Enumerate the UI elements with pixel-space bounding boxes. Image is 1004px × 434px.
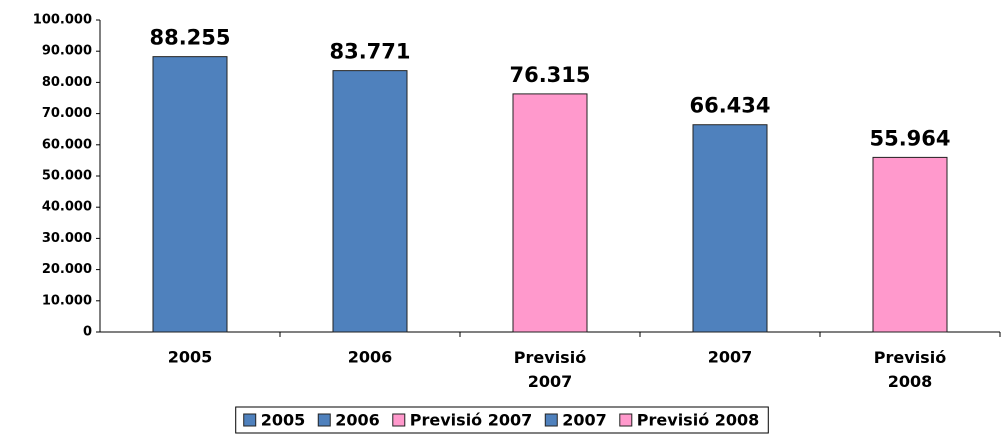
data-label: 76.315	[509, 63, 590, 87]
data-label: 83.771	[329, 40, 410, 64]
bar	[692, 124, 768, 333]
y-tick-label: 50.000	[42, 169, 92, 184]
y-tick-label: 0	[83, 325, 92, 340]
legend-swatch	[619, 413, 633, 427]
legend-label: Previsió 2007	[410, 411, 532, 430]
y-tick-label: 70.000	[42, 106, 92, 121]
x-tick-label: 2005	[168, 348, 213, 367]
bar	[332, 70, 408, 333]
legend-label: Previsió 2008	[637, 411, 759, 430]
y-tick-label: 80.000	[42, 75, 92, 90]
y-tick-label: 60.000	[42, 137, 92, 152]
legend-swatch	[544, 413, 558, 427]
legend-swatch	[243, 413, 257, 427]
bar	[512, 93, 588, 333]
bar	[872, 156, 948, 333]
y-tick-label: 100.000	[33, 13, 92, 28]
data-label: 88.255	[149, 26, 230, 50]
legend-label: 2007	[562, 411, 607, 430]
legend-swatch	[392, 413, 406, 427]
y-tick-label: 20.000	[42, 262, 92, 277]
legend	[235, 406, 769, 434]
bar	[152, 56, 228, 333]
data-label: 55.964	[869, 126, 950, 150]
y-tick-label: 30.000	[42, 231, 92, 246]
y-tick-label: 40.000	[42, 200, 92, 215]
x-tick-label: 2007	[708, 348, 753, 367]
y-tick-label: 90.000	[42, 44, 92, 59]
x-tick-label: Previsió 2008	[874, 348, 946, 391]
x-tick-label: 2006	[348, 348, 393, 367]
data-label: 66.434	[689, 94, 770, 118]
x-tick-label: Previsió 2007	[514, 348, 586, 391]
legend-label: 2005	[261, 411, 306, 430]
legend-swatch	[317, 413, 331, 427]
y-tick-label: 10.000	[42, 293, 92, 308]
legend-label: 2006	[335, 411, 380, 430]
